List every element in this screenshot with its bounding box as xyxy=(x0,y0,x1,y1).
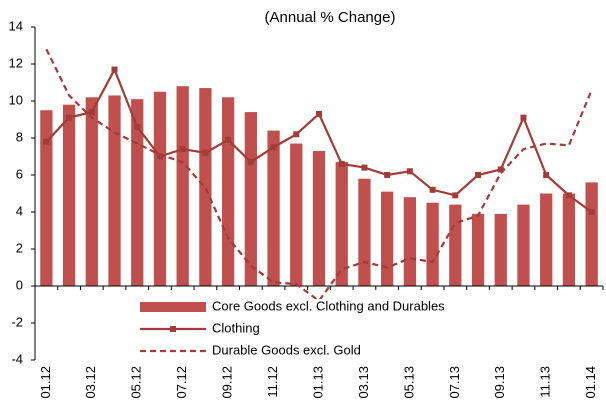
marker xyxy=(316,110,322,117)
bar xyxy=(403,197,417,286)
marker xyxy=(588,209,595,215)
bar xyxy=(85,97,98,286)
bar xyxy=(312,150,326,286)
x-tick-label: 07.13 xyxy=(447,366,462,399)
marker xyxy=(270,144,277,151)
x-tick-label: 09.13 xyxy=(492,366,507,399)
marker xyxy=(520,114,527,121)
bar xyxy=(221,97,235,286)
y-tick-label: 10 xyxy=(9,92,23,107)
marker xyxy=(475,172,482,178)
x-tick-label: 11.13 xyxy=(538,366,553,398)
y-tick-label: 2 xyxy=(16,240,23,255)
bar xyxy=(267,130,280,286)
legend-label: Clothing xyxy=(212,320,260,335)
legend-label: Durable Goods excl. Gold xyxy=(212,342,361,357)
bar xyxy=(62,104,76,286)
x-tick-label: 11.12 xyxy=(265,366,280,398)
bar xyxy=(335,162,348,286)
bar xyxy=(426,202,439,286)
bar xyxy=(358,178,371,286)
y-tick-label: 14 xyxy=(9,18,23,33)
chart-title: (Annual % Change) xyxy=(265,9,396,26)
y-tick-label: 6 xyxy=(16,166,23,181)
marker xyxy=(543,172,550,178)
marker xyxy=(361,164,368,171)
marker xyxy=(88,109,95,116)
bar xyxy=(290,143,303,286)
marker xyxy=(565,192,572,199)
legend-marker xyxy=(170,326,176,332)
legend-text-bg xyxy=(210,343,388,359)
bar xyxy=(176,86,189,286)
y-tick-label: 0 xyxy=(16,277,23,292)
bar xyxy=(517,204,530,286)
bar xyxy=(40,110,53,286)
marker xyxy=(406,168,413,175)
y-tick-label: -4 xyxy=(11,351,23,366)
legend-text-bg xyxy=(210,299,492,315)
y-tick-label: 8 xyxy=(16,129,23,144)
x-tick-label: 09.12 xyxy=(220,366,235,399)
bar xyxy=(131,99,144,287)
bar xyxy=(199,88,212,286)
marker xyxy=(134,123,141,130)
x-tick-label: 01.12 xyxy=(38,366,53,399)
marker xyxy=(179,146,186,153)
marker xyxy=(43,138,50,145)
legend-text-bg xyxy=(210,321,270,337)
bar xyxy=(108,95,121,286)
x-tick-label: 07.12 xyxy=(174,366,189,399)
marker xyxy=(293,131,300,138)
marker xyxy=(429,186,436,193)
bar xyxy=(153,91,167,286)
bar xyxy=(449,204,462,286)
marker xyxy=(111,66,118,73)
bar xyxy=(471,213,485,286)
bar xyxy=(494,213,507,286)
y-tick-label: 4 xyxy=(16,203,23,218)
x-tick-label: 03.12 xyxy=(83,366,98,399)
x-tick-label: 01.13 xyxy=(310,366,325,399)
x-tick-label: 03.13 xyxy=(356,366,371,399)
marker xyxy=(384,172,391,178)
y-tick-label: 12 xyxy=(9,55,23,70)
x-tick-label: 05.13 xyxy=(401,366,416,399)
x-tick-label: 05.12 xyxy=(129,366,144,399)
marker xyxy=(247,159,254,166)
legend-label: Core Goods excl. Clothing and Durables xyxy=(212,298,445,313)
bar xyxy=(540,193,553,286)
y-tick-label: -2 xyxy=(11,314,23,329)
marker xyxy=(66,114,73,121)
marker xyxy=(225,136,232,143)
bar xyxy=(562,193,576,286)
marker xyxy=(338,160,345,167)
marker xyxy=(202,149,209,156)
bar xyxy=(244,112,257,286)
line xyxy=(45,48,593,303)
bar xyxy=(381,191,394,286)
legend-swatch xyxy=(140,302,206,312)
x-tick-label: 01.14 xyxy=(583,366,598,399)
marker xyxy=(452,192,459,199)
bar xyxy=(585,182,598,286)
marker xyxy=(156,153,163,160)
marker xyxy=(497,166,504,173)
